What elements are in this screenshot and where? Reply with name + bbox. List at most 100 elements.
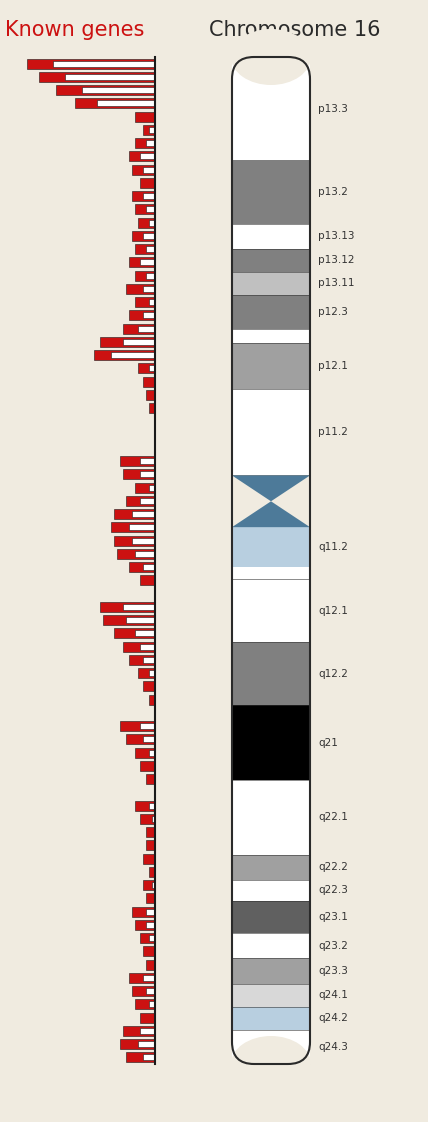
Text: p13.3: p13.3 <box>318 103 348 113</box>
Bar <box>149 867 155 877</box>
Bar <box>123 323 155 333</box>
Bar <box>123 642 155 652</box>
Text: q21: q21 <box>318 737 338 747</box>
Bar <box>137 669 155 678</box>
Bar <box>120 1039 155 1049</box>
Bar <box>146 909 155 914</box>
Bar <box>143 193 155 199</box>
Bar <box>143 233 155 239</box>
Bar <box>120 457 155 466</box>
Bar <box>129 655 155 665</box>
Bar <box>135 138 155 148</box>
Text: p13.11: p13.11 <box>318 278 354 288</box>
Bar <box>129 257 155 267</box>
Bar <box>140 1013 155 1022</box>
Bar <box>143 975 155 981</box>
Bar <box>129 524 155 531</box>
Bar <box>143 880 155 890</box>
Bar <box>152 816 155 821</box>
Bar <box>56 85 155 95</box>
Bar <box>143 1055 155 1060</box>
Bar <box>143 167 155 173</box>
Bar <box>140 178 155 187</box>
Bar <box>143 377 155 387</box>
Bar <box>232 958 310 984</box>
Bar <box>143 946 155 956</box>
Bar <box>232 527 310 568</box>
Bar <box>140 724 155 729</box>
Bar <box>126 1052 155 1063</box>
Text: q12.1: q12.1 <box>318 606 348 616</box>
Bar <box>94 350 155 360</box>
Bar <box>232 780 310 855</box>
Text: q24.2: q24.2 <box>318 1013 348 1023</box>
Text: p13.2: p13.2 <box>318 187 348 197</box>
Bar <box>103 615 155 625</box>
Bar <box>152 882 155 888</box>
Bar <box>146 140 155 146</box>
Bar <box>149 802 155 809</box>
Bar <box>135 1000 155 1010</box>
Text: p12.3: p12.3 <box>318 307 348 318</box>
Bar <box>65 74 155 80</box>
Bar <box>97 101 155 107</box>
Bar <box>149 936 155 941</box>
Bar <box>120 721 155 732</box>
Bar <box>143 657 155 663</box>
Ellipse shape <box>231 1036 311 1092</box>
Bar <box>112 352 155 358</box>
Bar <box>126 617 155 623</box>
Bar <box>232 568 310 579</box>
Bar <box>232 880 310 901</box>
Bar <box>232 1006 310 1030</box>
Bar <box>146 893 155 903</box>
Text: q23.3: q23.3 <box>318 966 348 976</box>
Bar <box>100 337 155 347</box>
Bar <box>149 695 155 705</box>
Bar <box>140 576 155 586</box>
Bar <box>146 246 155 252</box>
Bar <box>146 988 155 994</box>
Bar <box>146 273 155 278</box>
Bar <box>146 206 155 212</box>
Bar <box>135 801 155 810</box>
Text: q12.2: q12.2 <box>318 669 348 679</box>
Bar <box>126 496 155 506</box>
Bar <box>232 1030 310 1064</box>
Bar <box>132 537 155 543</box>
Bar <box>114 628 155 638</box>
Bar <box>137 1041 155 1047</box>
Bar <box>129 562 155 572</box>
Bar <box>112 523 155 532</box>
Text: p12.1: p12.1 <box>318 361 348 371</box>
Bar <box>140 498 155 504</box>
Bar <box>232 855 310 880</box>
Bar <box>149 403 155 413</box>
Bar <box>54 61 155 66</box>
Ellipse shape <box>231 29 311 85</box>
Bar <box>123 1026 155 1036</box>
Bar <box>149 670 155 677</box>
Bar <box>232 57 310 160</box>
Text: q22.2: q22.2 <box>318 863 348 873</box>
Bar <box>140 259 155 265</box>
Bar <box>232 901 310 934</box>
Bar <box>149 1002 155 1008</box>
Bar <box>232 984 310 1006</box>
Bar <box>146 840 155 850</box>
Bar <box>149 749 155 755</box>
Bar <box>143 286 155 292</box>
Text: q22.1: q22.1 <box>318 812 348 822</box>
Polygon shape <box>232 476 310 502</box>
Bar <box>123 339 155 344</box>
Bar <box>114 509 155 519</box>
Bar <box>135 204 155 214</box>
Bar <box>232 295 310 330</box>
Bar <box>143 681 155 691</box>
Bar <box>149 366 155 371</box>
Bar <box>117 549 155 559</box>
Bar <box>135 747 155 757</box>
Bar <box>135 482 155 493</box>
Bar <box>143 854 155 864</box>
Bar <box>132 191 155 201</box>
